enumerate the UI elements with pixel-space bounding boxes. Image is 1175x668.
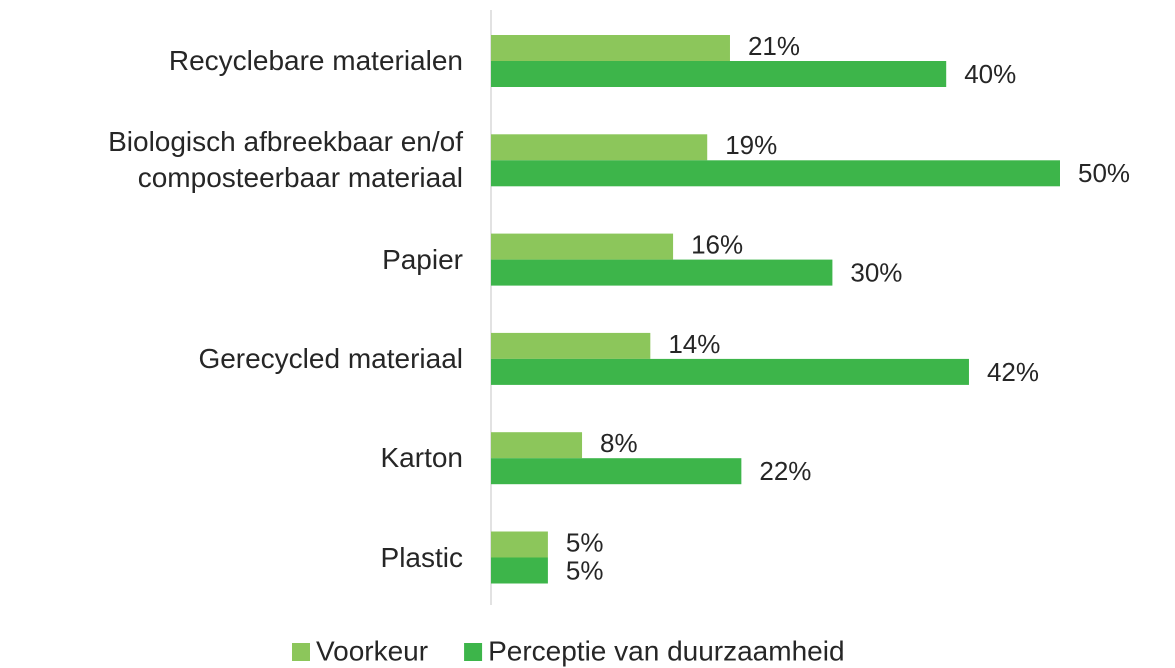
bar [491,233,674,260]
bar [491,358,969,385]
legend-swatch [464,643,483,661]
legend-label: Perceptie van duurzaamheid [488,635,844,666]
value-label: 42% [987,357,1039,387]
bar [491,160,1060,187]
bar [491,134,708,161]
value-label: 19% [725,130,777,160]
category-label: Recyclebare materialen [168,45,463,76]
category-label: Plastic [380,541,463,573]
legend-label: Voorkeur [316,635,428,666]
value-label: 14% [668,329,720,359]
value-label: 8% [600,428,638,458]
value-label: 30% [850,257,902,287]
value-label: 22% [759,456,811,486]
value-label: 50% [1078,158,1130,188]
bar [491,332,651,359]
category-label: Papier [382,243,463,275]
category-label: Karton [380,442,464,474]
bar [491,432,583,459]
value-label: 5% [566,555,604,585]
category-label: Gerecycled materiaal [198,342,463,374]
value-label: 5% [566,527,604,557]
legend-swatch [292,643,310,661]
bar [491,61,947,87]
bar [491,458,742,485]
bar [491,531,548,558]
value-label: 21% [748,31,800,61]
value-label: 40% [964,59,1016,89]
bar [491,35,730,61]
category-label: Biologisch afbreekbaar en/of composteerb… [108,126,463,194]
value-label: 16% [691,229,743,259]
bar [491,259,833,286]
bar [491,557,548,584]
